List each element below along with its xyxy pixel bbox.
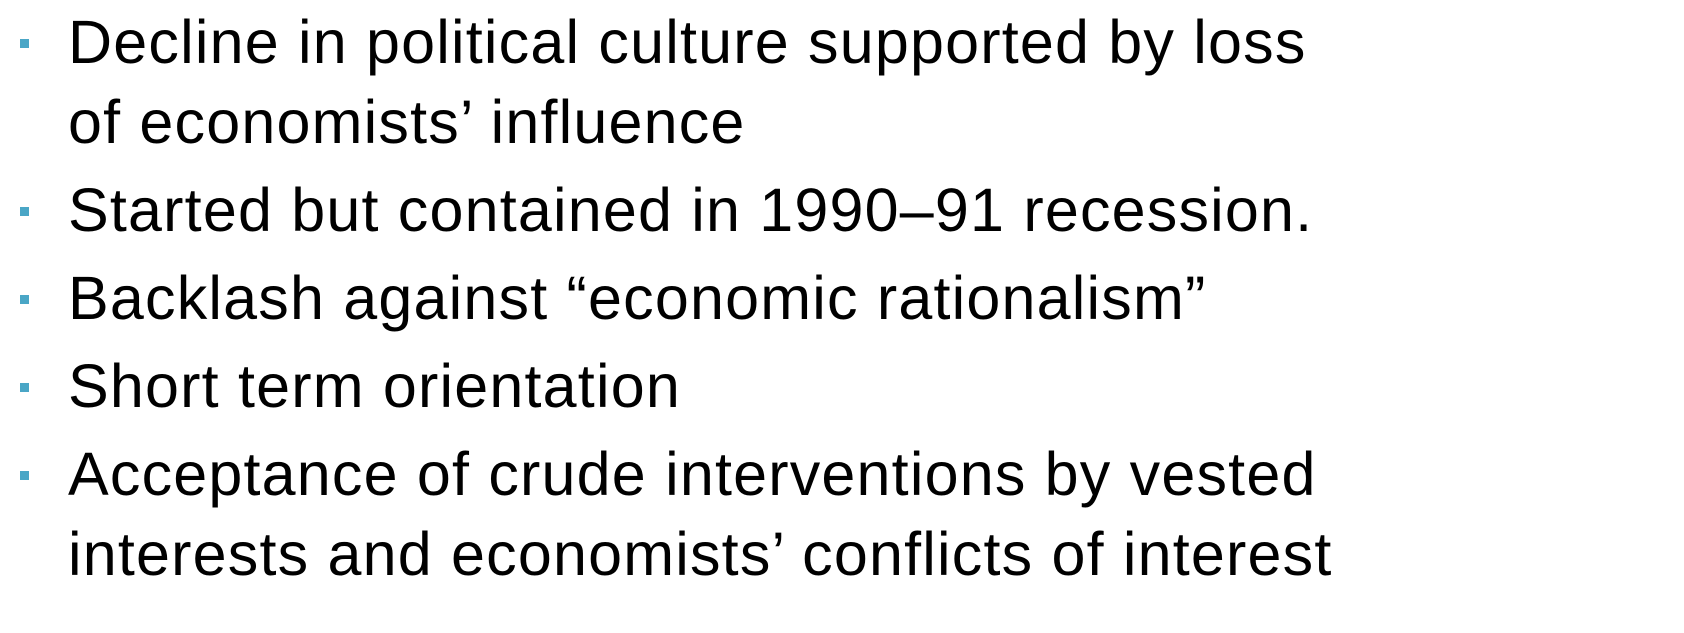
bullet-marker bbox=[20, 295, 29, 304]
bullet-list: Decline in political culture supported b… bbox=[0, 2, 1684, 594]
bullet-item: Short term orientation bbox=[0, 346, 1684, 426]
bullet-item: Backlash against “economic rationalism” bbox=[0, 258, 1684, 338]
bullet-marker bbox=[20, 39, 29, 48]
bullet-item: Started but contained in 1990–91 recessi… bbox=[0, 170, 1684, 250]
bullet-marker bbox=[20, 471, 29, 480]
bullet-text: Backlash against “economic rationalism” bbox=[68, 264, 1207, 332]
bullet-item: Acceptance of crude interventions by ves… bbox=[0, 434, 1684, 594]
bullet-text: Acceptance of crude interventions by ves… bbox=[68, 440, 1317, 508]
bullet-text: of economists’ influence bbox=[68, 88, 746, 156]
bullet-text: Started but contained in 1990–91 recessi… bbox=[68, 176, 1314, 244]
bullet-text: Short term orientation bbox=[68, 352, 681, 420]
bullet-text: interests and economists’ conflicts of i… bbox=[68, 520, 1333, 588]
bullet-item: Decline in political culture supported b… bbox=[0, 2, 1684, 162]
bullet-marker bbox=[20, 207, 29, 216]
bullet-text: Decline in political culture supported b… bbox=[68, 8, 1307, 76]
bullet-marker bbox=[20, 383, 29, 392]
